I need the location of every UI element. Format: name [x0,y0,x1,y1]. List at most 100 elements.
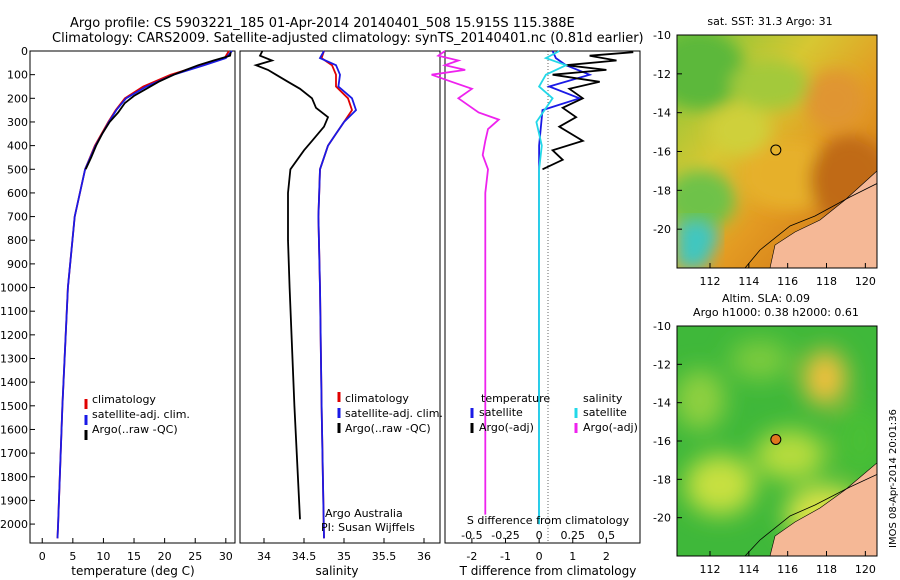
lon-tick-label: 116 [777,275,798,288]
x-tick-label: 0 [39,550,46,563]
y-tick-label: 2000 [0,518,28,531]
y-tick-label: 400 [7,140,28,153]
y-tick-label: 600 [7,187,28,200]
difference-xlabel: T difference from climatology [459,564,637,578]
temperature-axes-frame [29,50,236,544]
series-line-s-satellite [535,50,569,525]
lon-tick-label: 112 [700,275,721,288]
sla-contour [744,474,877,556]
legend-s-satellite-label: satellite [583,406,627,419]
x-tick-label-s: -0.25 [491,529,519,542]
y-tick-label: 1200 [0,329,28,342]
lat-tick-label: -18 [653,184,671,197]
y-tick-label: 100 [7,69,28,82]
x-tick-label: 5 [69,550,76,563]
x-tick-label: 34 [257,550,271,563]
y-tick-label: 1600 [0,423,28,436]
difference-axes-frame [444,50,641,544]
y-tick-label: 1800 [0,471,28,484]
y-tick-label: 1500 [0,400,28,413]
legend-argo-label: Argo(..raw -QC) [345,422,431,435]
sla-land [769,462,877,556]
lon-tick-label: 114 [738,275,759,288]
lat-tick-label: -14 [653,107,671,120]
x-tick-label: 34.5 [292,550,317,563]
temperature-legend: climatology satellite-adj. clim. Argo(..… [84,393,190,440]
lon-tick-label: 116 [777,563,798,576]
y-tick-label: 1300 [0,353,28,366]
x-tick-label: 35 [337,550,351,563]
legend-argo-label: Argo(..raw -QC) [92,423,178,436]
imos-credit: IMOS 08-Apr-2014 20:01:36 [888,409,899,548]
sst-land [769,170,877,268]
lat-tick-label: -10 [653,29,671,42]
series-line-t-argo-adj [542,51,634,171]
lon-tick-label: 112 [700,563,721,576]
argo-location-marker [770,433,782,445]
y-tick-label: 800 [7,234,28,247]
lon-tick-label: 118 [816,275,837,288]
sla-map-subtitle: Argo h1000: 0.38 h2000: 0.61 [693,306,859,319]
legend-salinity-header: salinity [583,392,623,405]
header-line-1: Argo profile: CS 5903221_185 01-Apr-2014… [70,16,575,31]
lat-tick-label: -10 [653,320,671,333]
argo-location-marker [770,144,782,156]
series-line-s-argo-adj [431,50,501,515]
y-tick-label: 200 [7,92,28,105]
temperature-xlabel: temperature (deg C) [71,564,194,578]
lon-tick-label: 114 [738,563,759,576]
legend-s-argo-label: Argo(-adj) [583,421,638,434]
lat-tick-label: -16 [653,146,671,159]
lon-tick-label: 118 [816,563,837,576]
series-line-argo-raw-qc [84,52,232,170]
salinity-annotation-pi: PI: Susan Wijffels [321,521,415,534]
y-tick-label: 500 [7,163,28,176]
legend-t-argo-label: Argo(-adj) [479,421,534,434]
lat-tick-label: -12 [653,358,671,371]
lat-tick-label: -16 [653,435,671,448]
salinity-legend: climatology satellite-adj. clim. Argo(..… [337,392,443,435]
salinity-panel: 34 34.5 35 35.5 36 climatology satellite-adj… [239,50,443,578]
lat-tick-label: -14 [653,397,671,410]
lon-tick-label: 120 [855,563,876,576]
temperature-panel: 0100200300400500600700800900100011001200… [0,45,236,578]
difference-legend: temperature salinity satellite Argo(-adj… [470,392,638,434]
header-line-2: Climatology: CARS2009. Satellite-adjuste… [52,31,644,46]
y-tick-label: 1400 [0,376,28,389]
sla-map-title: Altim. SLA: 0.09 [722,292,810,305]
y-tick-label: 300 [7,116,28,129]
sst-map-panel: sat. SST: 31.3 Argo: 31 -10 -12 -14 -16 -18 -… [653,15,878,288]
legend-temperature-header: temperature [481,392,550,405]
series-line-argo-raw-qc [253,50,330,520]
x-tick-label-t: 2 [603,550,610,563]
x-tick-label-s: 0 [536,529,543,542]
y-tick-label: 1100 [0,305,28,318]
difference-panel: -2 -1 0 1 2 temperature salinity satellite A… [431,50,641,578]
x-tick-label: 10 [96,550,110,563]
legend-climatology-label: climatology [92,393,156,406]
sst-map-title: sat. SST: 31.3 Argo: 31 [707,15,832,28]
sla-map-panel: Altim. SLA: 0.09 Argo h1000: 0.38 h2000:… [653,292,878,576]
y-tick-label: 1700 [0,447,28,460]
legend-satellite-label: satellite-adj. clim. [92,408,190,421]
x-tick-label: 15 [127,550,141,563]
x-tick-label-s: 0.5 [598,529,616,542]
x-tick-label-s: 0.25 [561,529,586,542]
y-tick-label: 0 [21,45,28,58]
legend-satellite-label: satellite-adj. clim. [345,407,443,420]
y-tick-label: 1000 [0,282,28,295]
sla-field [677,326,877,556]
x-tick-label-t: 1 [569,550,576,563]
x-tick-label: 36 [417,550,431,563]
y-tick-label: 1900 [0,494,28,507]
lat-tick-label: -18 [653,473,671,486]
lat-tick-label: -20 [653,223,671,236]
lat-tick-label: -12 [653,68,671,81]
x-tick-label-s: -0.5 [461,529,482,542]
x-tick-label-t: -1 [500,550,511,563]
sst-contour [744,183,877,268]
legend-climatology-label: climatology [345,392,409,405]
x-tick-label: 20 [158,550,172,563]
salinity-xlabel: salinity [315,564,358,578]
